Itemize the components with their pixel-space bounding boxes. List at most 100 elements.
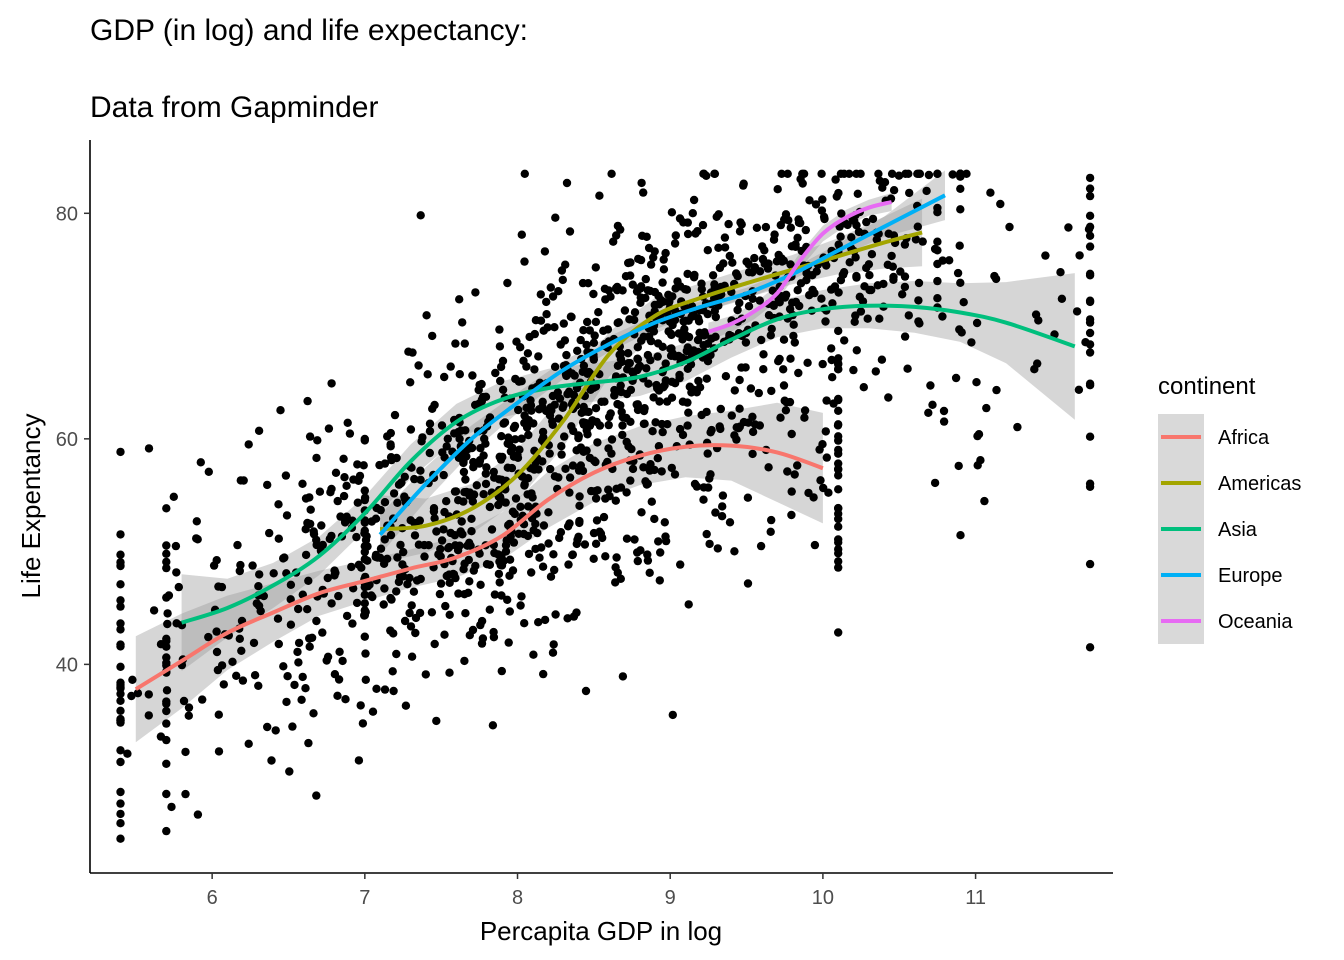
data-point [116,602,125,611]
data-point [386,530,396,540]
data-point [657,419,667,429]
data-point [735,298,744,308]
data-point [327,599,336,608]
data-point [519,529,528,539]
data-point [884,229,893,238]
data-point [860,282,869,291]
data-point [301,550,311,560]
data-point [802,276,811,285]
y-axis-title: Life Expentancy [16,413,46,598]
data-point [812,267,821,276]
data-point [847,233,856,242]
data-point [992,385,1001,395]
data-point [416,466,425,475]
data-point [591,404,601,413]
data-point [505,607,514,616]
data-point [517,230,526,239]
data-point [859,383,868,392]
data-point [656,548,665,557]
data-point [764,463,773,472]
data-point [956,278,965,287]
data-point [545,449,554,458]
data-point [898,290,907,299]
data-point [290,680,299,690]
data-point [534,618,543,627]
data-point [286,595,295,604]
data-point [167,802,176,812]
data-point [1085,191,1095,201]
data-point [494,500,503,510]
data-point [804,488,813,498]
data-point [414,540,424,549]
data-point [591,263,600,272]
data-point [575,501,584,510]
data-point [386,453,396,462]
data-point [353,498,362,507]
data-point [238,676,248,685]
data-point [372,684,381,693]
data-point [640,404,649,413]
data-point [467,527,476,536]
data-point [657,467,666,476]
confidence-band-africa [135,402,823,743]
data-point [349,475,358,484]
data-point [900,282,910,292]
data-point [599,512,609,522]
data-point [683,343,692,352]
data-point [573,346,582,355]
smooth-line-africa [134,443,824,691]
legend-label-europe: Europe [1218,565,1283,587]
y-tick-label: 60 [56,429,78,451]
data-point [520,480,529,489]
data-point [478,634,488,643]
data-point [1072,307,1082,316]
data-point [864,260,874,269]
data-point [304,738,313,748]
data-point [652,380,661,390]
data-point [357,563,366,572]
data-point [918,237,927,246]
data-point [905,188,914,198]
data-point [123,749,132,758]
data-point [780,293,790,302]
data-point [1085,379,1095,388]
data-point [436,544,445,554]
data-point [744,302,754,311]
data-point [1033,359,1042,368]
data-point [538,427,548,437]
data-point [116,596,125,605]
data-point [1064,223,1073,232]
data-point [340,518,350,527]
data-point [953,268,963,278]
data-point [503,278,512,288]
data-point [703,339,713,348]
data-point [648,427,657,436]
data-point [116,550,125,559]
data-point [684,600,693,609]
data-point [828,299,837,308]
x-tick-label: 9 [665,887,676,909]
data-point [522,403,531,412]
smooth-line-europe [378,193,946,537]
data-point [1075,251,1084,260]
data-point [922,186,931,196]
data-point [236,476,245,485]
data-point [889,186,899,195]
data-point [795,301,804,311]
data-point [360,590,369,599]
data-point [666,329,676,338]
data-point [836,232,845,241]
data-point [636,546,645,555]
data-point [547,406,556,415]
data-point [683,421,692,430]
data-point [497,432,506,441]
data-point [376,544,386,553]
data-point [425,448,434,458]
data-point [1085,432,1095,441]
data-point [193,535,202,544]
data-point [477,616,487,626]
data-point [481,469,490,478]
data-point [607,449,616,458]
data-point [719,259,728,268]
data-point [720,243,730,252]
